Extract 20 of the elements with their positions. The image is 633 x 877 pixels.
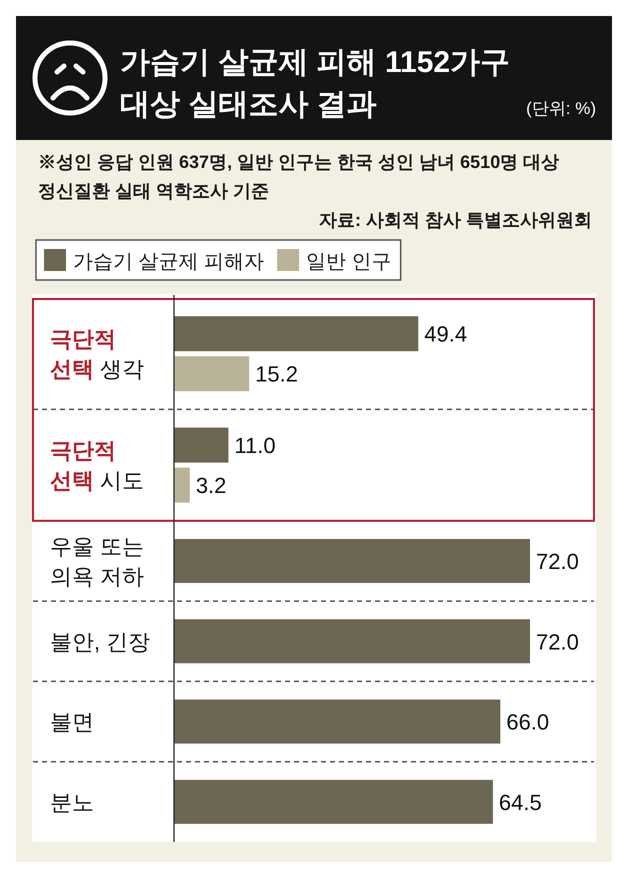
data-label: 15.2 [255, 362, 298, 387]
data-label: 72.0 [536, 548, 579, 574]
text: ※성인 응답 인원 637명, 일반 인구는 한국 성인 남녀 6510명 대상 정신질환 실태 역학조사 기준 [38, 152, 560, 201]
y-tick-label: 극단적 선택 시도 [50, 438, 144, 494]
chart-subtitle: (단위: %) [526, 99, 596, 118]
legend-label: 일반 인구 [306, 251, 392, 273]
data-label: 72.0 [536, 629, 579, 654]
y-tick-label: 우울 또는 의욕 저하 [50, 534, 144, 589]
data-label: 66.0 [506, 710, 550, 735]
legend-label: 가습기 살균제 피해자 [73, 251, 264, 273]
y-tick-label: 불면 [50, 710, 94, 735]
data-label: 11.0 [234, 433, 276, 458]
y-tick-label: 분노 [50, 790, 94, 815]
y-tick-label: 극단적 선택 생각 [50, 326, 144, 382]
text: 자료: 사회적 참사 특별조사위원회 [318, 210, 592, 230]
data-label: 64.5 [498, 790, 542, 815]
chart-title: 가습기 살균제 피해 1152가구 대상 실태조사 결과 [120, 46, 510, 121]
data-label: 3.2 [196, 473, 226, 498]
data-label: 49.4 [424, 322, 468, 347]
y-tick-label: 불안, 긴장 [50, 629, 150, 654]
